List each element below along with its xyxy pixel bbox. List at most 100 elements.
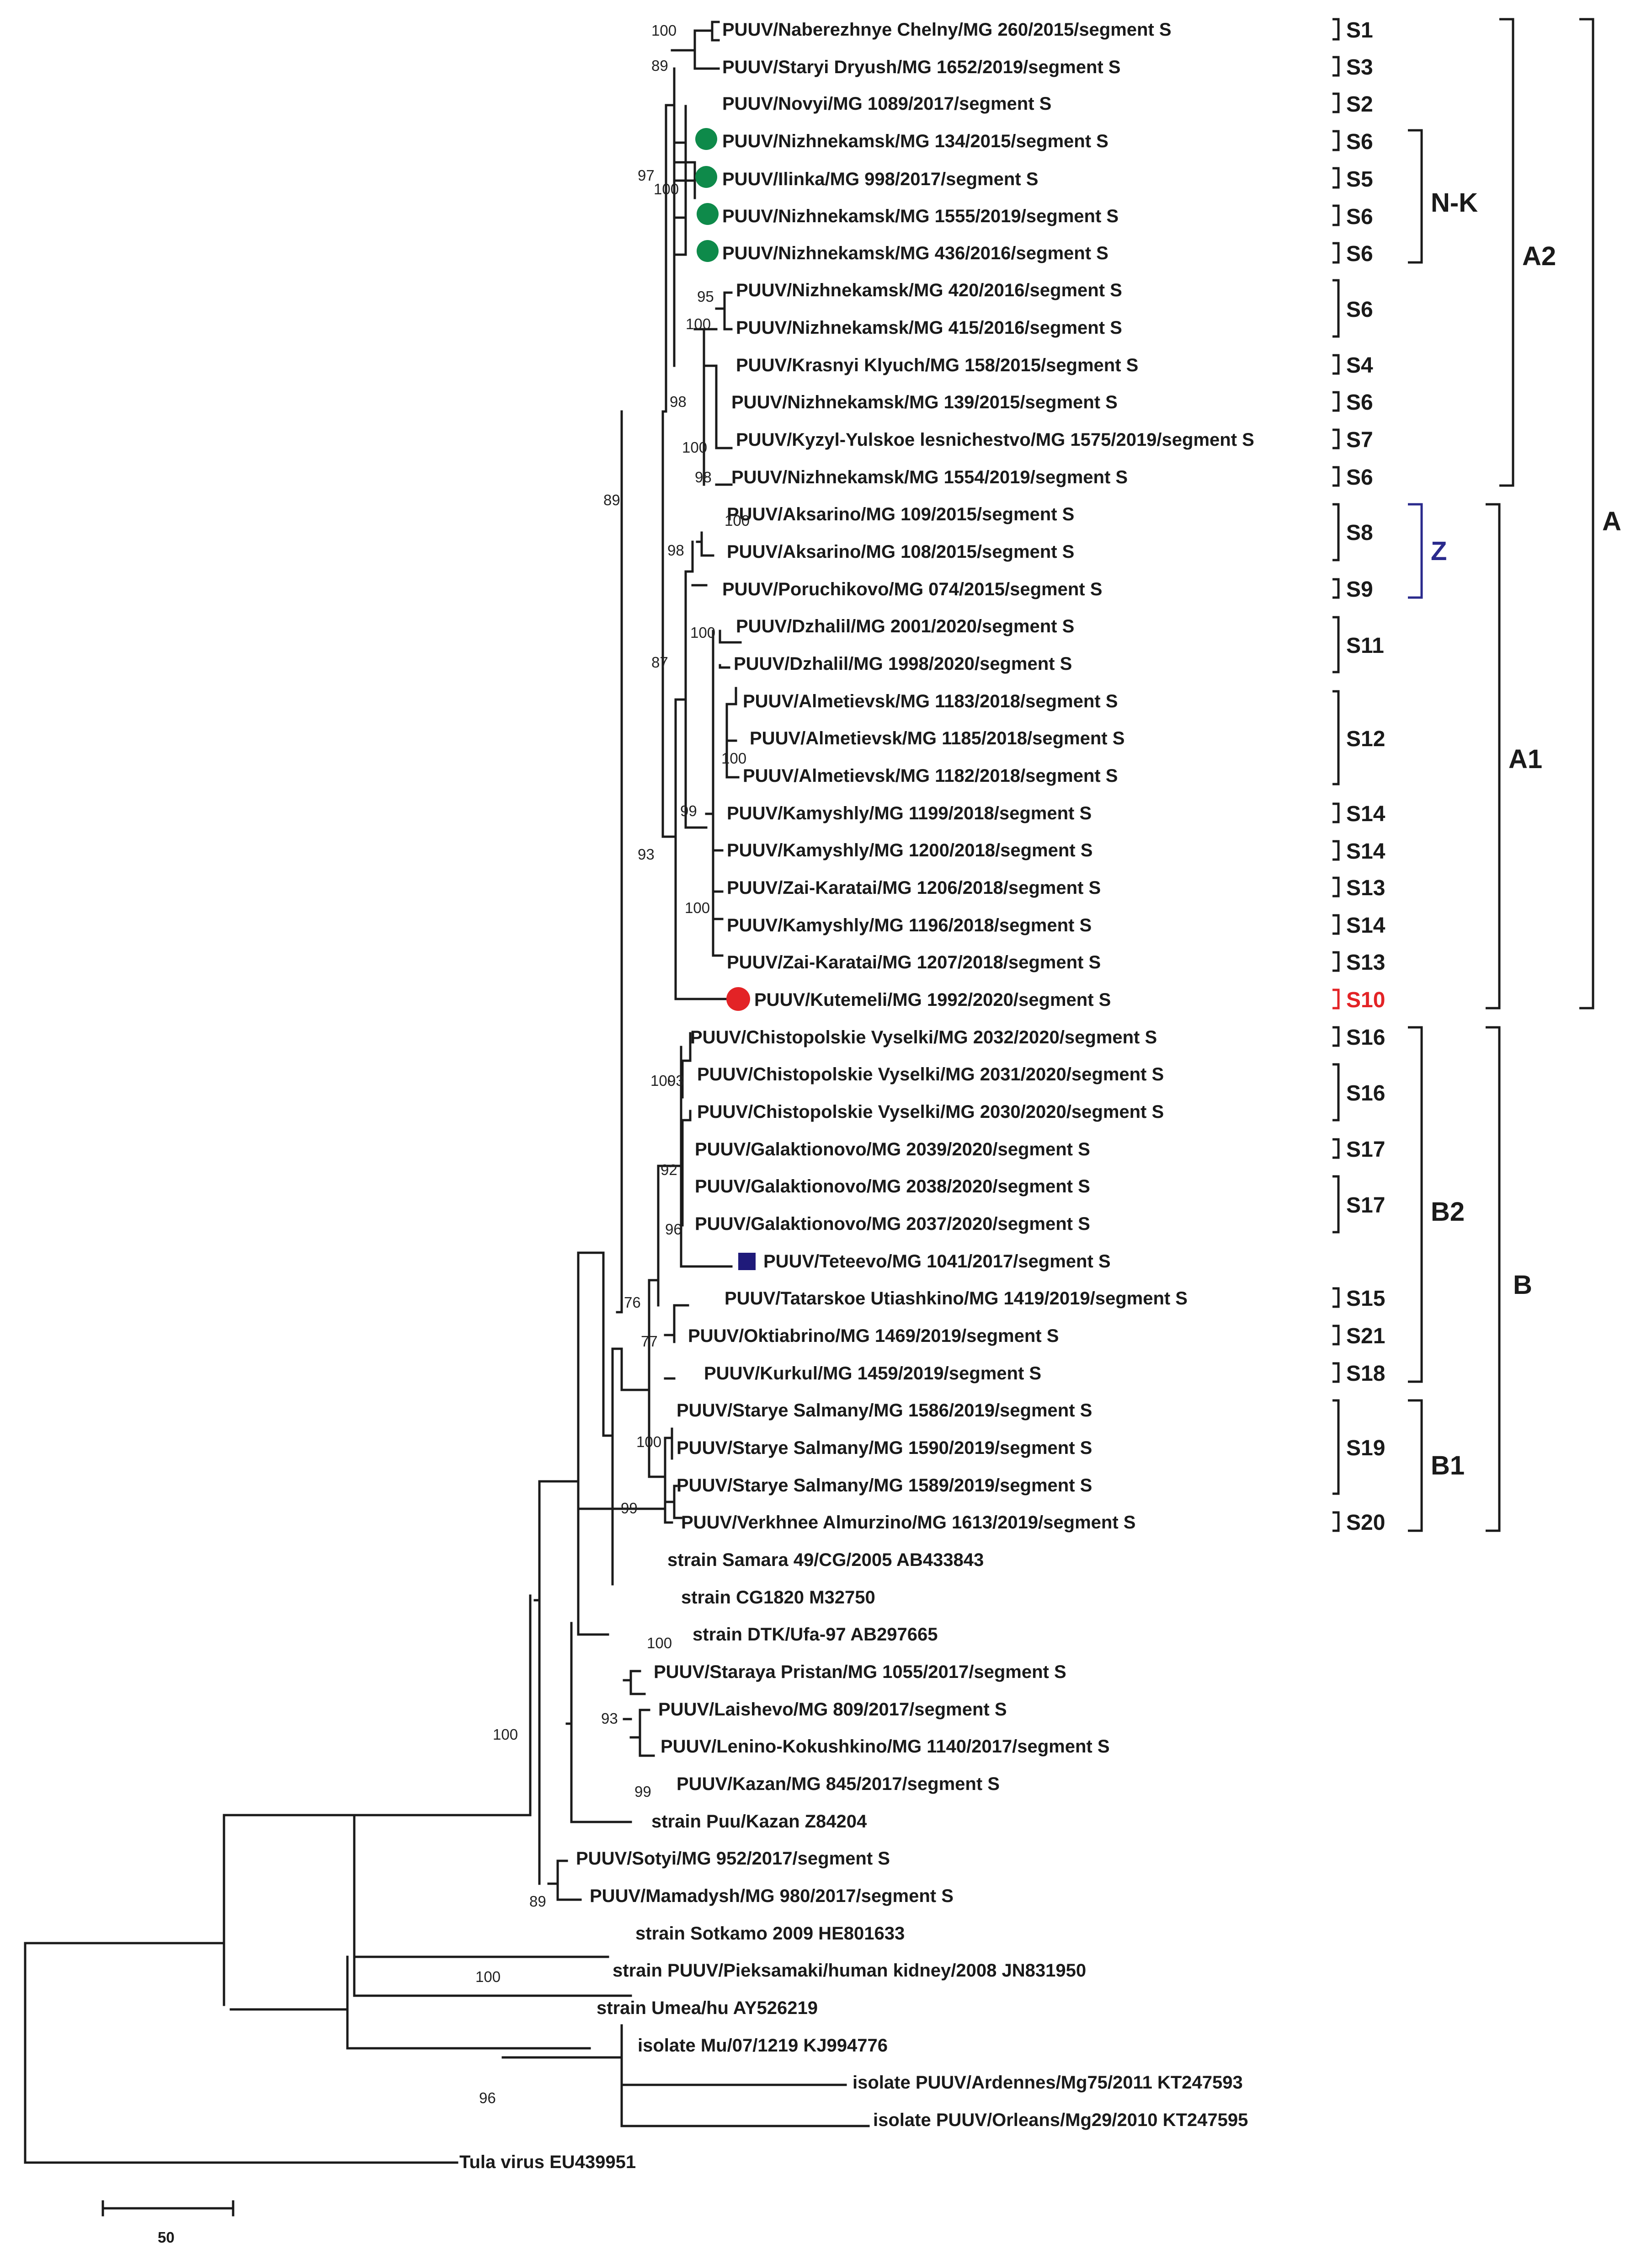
bootstrap-value: 100 xyxy=(682,439,707,456)
bootstrap-value: 100 xyxy=(721,750,746,767)
site-label: S4 xyxy=(1346,353,1373,378)
leaf-label: PUUV/Nizhnekamsk/MG 436/2016/segment S xyxy=(722,243,1108,263)
clade-label-nk: N-K xyxy=(1431,188,1478,218)
site-label: S17 xyxy=(1346,1193,1385,1218)
site-label: S11 xyxy=(1346,634,1384,658)
bootstrap-value: 100 xyxy=(690,624,715,641)
leaf-label: PUUV/Zai-Karatai/MG 1207/2018/segment S xyxy=(727,952,1101,972)
leaf-label: PUUV/Almetievsk/MG 1183/2018/segment S xyxy=(743,691,1118,711)
leaf-label: PUUV/Staryi Dryush/MG 1652/2019/segment … xyxy=(722,57,1120,77)
tree-branches xyxy=(24,21,870,2217)
leaf-label: PUUV/Teteevo/MG 1041/2017/segment S xyxy=(763,1251,1111,1271)
leaf-label: PUUV/Starye Salmany/MG 1589/2019/segment… xyxy=(677,1475,1092,1496)
leaf-label: PUUV/Kutemeli/MG 1992/2020/segment S xyxy=(754,990,1111,1010)
site-group-brackets xyxy=(1332,18,1340,1532)
leaf-label: PUUV/Chistopolskie Vyselki/MG 2031/2020/… xyxy=(697,1064,1164,1084)
site-label: S9 xyxy=(1346,577,1373,602)
bootstrap-value: 100 xyxy=(493,1726,518,1743)
leaf-markers xyxy=(695,128,756,1270)
blue-square-marker xyxy=(738,1253,756,1270)
leaf-label: PUUV/Lenino-Kokushkino/MG 1140/2017/segm… xyxy=(661,1736,1110,1757)
bootstrap-value: 97 xyxy=(638,167,655,184)
bootstrap-value: 77 xyxy=(641,1333,658,1350)
leaf-label: PUUV/Chistopolskie Vyselki/MG 2032/2020/… xyxy=(690,1027,1157,1047)
bootstrap-value: 100 xyxy=(647,1635,672,1651)
leaf-label: PUUV/Naberezhnye Chelny/MG 260/2015/segm… xyxy=(722,20,1172,40)
clade-label-a2: A2 xyxy=(1522,241,1556,271)
site-label: S17 xyxy=(1346,1138,1385,1162)
leaf-label: isolate Mu/07/1219 KJ994776 xyxy=(638,2035,888,2056)
bootstrap-value: 89 xyxy=(603,491,620,508)
leaf-label: PUUV/Galaktionovo/MG 2037/2020/segment S xyxy=(695,1214,1090,1234)
leaf-label: PUUV/Nizhnekamsk/MG 134/2015/segment S xyxy=(722,131,1108,151)
clade-label-a1: A1 xyxy=(1508,744,1542,774)
leaf-label: PUUV/Krasnyi Klyuch/MG 158/2015/segment … xyxy=(736,355,1138,375)
site-label: S3 xyxy=(1346,55,1373,80)
site-label: S10 xyxy=(1346,988,1385,1012)
site-label: S16 xyxy=(1346,1026,1385,1050)
leaf-label: strain PUUV/Pieksamaki/human kidney/2008… xyxy=(613,1961,1086,1981)
green-circle-marker xyxy=(697,203,719,225)
leaf-label: PUUV/Aksarino/MG 108/2015/segment S xyxy=(727,542,1074,562)
site-label: S6 xyxy=(1346,465,1373,490)
bootstrap-value: 95 xyxy=(697,288,714,305)
leaf-label: Tula virus EU439951 xyxy=(459,2152,636,2172)
site-label: S1 xyxy=(1346,18,1373,43)
site-label: S13 xyxy=(1346,951,1385,975)
bootstrap-value: 92 xyxy=(661,1161,677,1178)
leaf-label: PUUV/Ilinka/MG 998/2017/segment S xyxy=(722,169,1038,189)
clade-label-b: B xyxy=(1513,1270,1532,1300)
leaf-label: strain Puu/Kazan Z84204 xyxy=(651,1811,867,1832)
leaf-label: PUUV/Aksarino/MG 109/2015/segment S xyxy=(727,504,1074,524)
green-circle-marker xyxy=(695,166,717,188)
leaf-label: strain Umea/hu AY526219 xyxy=(597,1998,818,2018)
site-label: S7 xyxy=(1346,428,1373,452)
leaf-label: PUUV/Kamyshly/MG 1200/2018/segment S xyxy=(727,840,1092,860)
leaf-label: PUUV/Almetievsk/MG 1185/2018/segment S xyxy=(750,728,1124,748)
leaf-label: PUUV/Starye Salmany/MG 1590/2019/segment… xyxy=(677,1438,1092,1458)
site-label: S15 xyxy=(1346,1287,1385,1311)
bootstrap-value: 93 xyxy=(667,1072,684,1089)
bootstrap-value: 100 xyxy=(475,1968,501,1985)
leaf-label: PUUV/Zai-Karatai/MG 1206/2018/segment S xyxy=(727,878,1101,898)
leaf-label: PUUV/Dzhalil/MG 1998/2020/segment S xyxy=(734,654,1072,674)
red-circle-marker xyxy=(726,987,750,1011)
clade-label-b1: B1 xyxy=(1431,1451,1465,1480)
site-label: S5 xyxy=(1346,167,1373,192)
leaf-label: PUUV/Verkhnee Almurzino/MG 1613/2019/seg… xyxy=(681,1512,1135,1533)
bootstrap-value: 96 xyxy=(665,1221,682,1238)
site-label: S8 xyxy=(1346,521,1373,545)
leaf-label: PUUV/Starye Salmany/MG 1586/2019/segment… xyxy=(677,1400,1092,1421)
leaf-label: PUUV/Laishevo/MG 809/2017/segment S xyxy=(658,1699,1007,1720)
bootstrap-value: 100 xyxy=(686,315,711,332)
site-label: S20 xyxy=(1346,1511,1385,1535)
site-label: S6 xyxy=(1346,130,1373,154)
leaf-label: isolate PUUV/Ardennes/Mg75/2011 KT247593 xyxy=(853,2073,1243,2093)
clade-label-a: A xyxy=(1602,507,1621,536)
leaf-label: PUUV/Chistopolskie Vyselki/MG 2030/2020/… xyxy=(697,1102,1164,1122)
site-label: S6 xyxy=(1346,298,1373,322)
leaf-label: PUUV/Nizhnekamsk/MG 1554/2019/segment S xyxy=(731,467,1128,487)
leaf-label: PUUV/Dzhalil/MG 2001/2020/segment S xyxy=(736,616,1074,636)
leaf-label: PUUV/Kyzyl-Yulskoe lesnichestvo/MG 1575/… xyxy=(736,430,1254,450)
leaf-label: PUUV/Galaktionovo/MG 2039/2020/segment S xyxy=(695,1139,1090,1159)
leaf-label: PUUV/Nizhnekamsk/MG 139/2015/segment S xyxy=(731,392,1118,412)
leaf-label: PUUV/Kamyshly/MG 1199/2018/segment S xyxy=(727,803,1092,823)
bootstrap-value: 93 xyxy=(601,1710,618,1727)
bootstrap-value: 100 xyxy=(725,512,750,529)
site-label: S2 xyxy=(1346,92,1373,117)
bootstrap-value: 99 xyxy=(621,1500,638,1517)
bootstrap-value: 98 xyxy=(670,393,687,410)
leaf-label: PUUV/Kazan/MG 845/2017/segment S xyxy=(677,1774,1000,1794)
bootstrap-value: 99 xyxy=(634,1783,651,1800)
leaf-label: strain Sotkamo 2009 HE801633 xyxy=(635,1923,905,1944)
bootstrap-value: 93 xyxy=(638,846,655,863)
leaf-label: PUUV/Almetievsk/MG 1182/2018/segment S xyxy=(743,766,1118,786)
leaf-labels: PUUV/Naberezhnye Chelny/MG 260/2015/segm… xyxy=(459,20,1254,2172)
bootstrap-value: 100 xyxy=(651,22,677,39)
site-label: S6 xyxy=(1346,205,1373,229)
bootstrap-value: 100 xyxy=(650,1072,676,1089)
leaf-label: strain DTK/Ufa-97 AB297665 xyxy=(693,1624,938,1645)
leaf-label: PUUV/Tatarskoe Utiashkino/MG 1419/2019/s… xyxy=(725,1288,1188,1309)
